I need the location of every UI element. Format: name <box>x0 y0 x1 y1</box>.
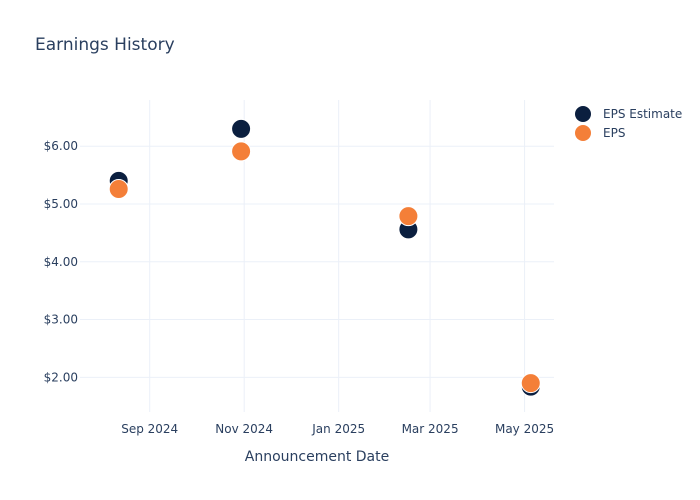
x-axis-label: Announcement Date <box>245 449 389 465</box>
data-point[interactable] <box>231 118 252 139</box>
legend-marker <box>575 106 591 122</box>
y-tick-label: $2.00 <box>44 370 78 384</box>
y-tick-label: $3.00 <box>44 313 78 327</box>
series-eps <box>108 141 541 394</box>
x-tick-label: Nov 2024 <box>215 422 273 436</box>
chart-title: Earnings History <box>35 35 175 55</box>
data-point[interactable] <box>231 141 252 162</box>
legend: EPS Estimate EPS <box>575 106 682 141</box>
x-tick-label: Sep 2024 <box>121 422 178 436</box>
y-axis-ticks: $2.00 $3.00 $4.00 $5.00 $6.00 <box>44 139 78 384</box>
data-point[interactable] <box>520 373 541 394</box>
x-tick-label: Jan 2025 <box>311 422 365 436</box>
grid-layer <box>80 100 554 412</box>
legend-label: EPS Estimate <box>603 107 682 121</box>
y-tick-label: $5.00 <box>44 197 78 211</box>
x-tick-label: Mar 2025 <box>402 422 459 436</box>
series-eps-estimate <box>108 118 541 397</box>
x-axis-ticks: Sep 2024 Nov 2024 Jan 2025 Mar 2025 May 2025 <box>121 422 554 436</box>
legend-item[interactable]: EPS <box>575 125 625 141</box>
data-point[interactable] <box>398 206 419 227</box>
y-tick-label: $4.00 <box>44 255 78 269</box>
legend-item[interactable]: EPS Estimate <box>575 106 682 122</box>
legend-label: EPS <box>603 126 625 140</box>
data-point[interactable] <box>108 178 129 199</box>
y-tick-label: $6.00 <box>44 139 78 153</box>
x-tick-label: May 2025 <box>495 422 554 436</box>
data-points <box>108 118 541 397</box>
legend-marker <box>575 125 591 141</box>
